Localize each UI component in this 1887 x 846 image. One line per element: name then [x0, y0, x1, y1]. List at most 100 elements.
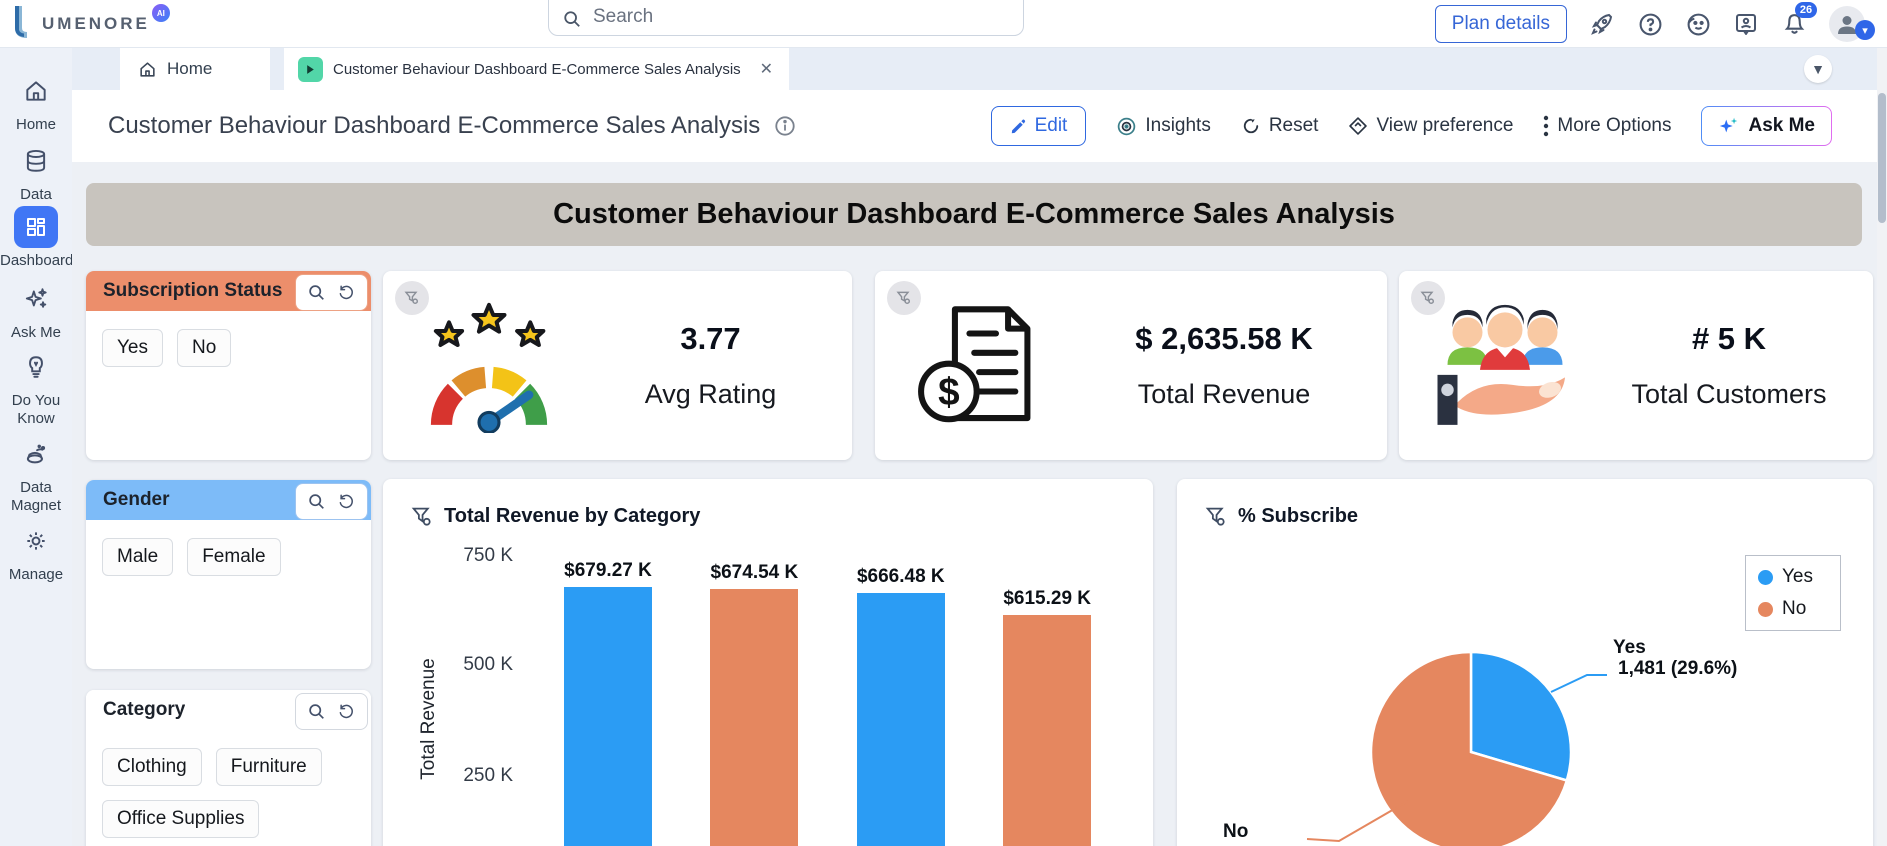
pie-legend: Yes No — [1745, 555, 1841, 631]
filter-search-icon[interactable] — [308, 493, 325, 510]
kpi-label: Avg Rating — [644, 379, 777, 409]
bar-3[interactable] — [1003, 615, 1092, 846]
pencil-icon — [1011, 118, 1025, 133]
y-tick: 750 K — [463, 545, 513, 566]
reset-icon — [1243, 118, 1258, 134]
legend-dot-no — [1758, 601, 1773, 617]
chart-title: Total Revenue by Category — [444, 505, 701, 527]
home-tab-label: Home — [167, 59, 213, 78]
legend-item-yes[interactable]: Yes — [1758, 566, 1828, 588]
home-tab-icon — [140, 61, 155, 77]
plan-details-button[interactable]: Plan details — [1434, 5, 1567, 43]
funnel-icon — [404, 291, 418, 304]
filter-option-male[interactable]: Male — [102, 538, 174, 576]
filter-option-yes[interactable]: Yes — [102, 329, 163, 367]
ask-me-button[interactable]: Ask Me — [1701, 106, 1832, 146]
edit-button[interactable]: Edit — [990, 106, 1087, 146]
chevron-down-icon: ▼ — [1811, 61, 1825, 77]
customers-icon — [1425, 298, 1585, 433]
sidebar-item-dashboard[interactable]: Dashboard — [0, 206, 72, 270]
insights-button[interactable]: Insights — [1116, 115, 1211, 137]
filter-option-office-supplies[interactable]: Office Supplies — [102, 800, 260, 838]
notifications-bell-icon[interactable]: 26 — [1781, 2, 1817, 37]
tab-dashboard-active[interactable]: Customer Behaviour Dashboard E-Commerce … — [284, 48, 789, 90]
bar-1[interactable] — [710, 589, 799, 846]
bar-value-label: $674.54 K — [710, 562, 799, 584]
bar-value-label: $666.48 K — [856, 565, 945, 587]
filter-reset-icon[interactable] — [337, 703, 355, 721]
filter-tools — [295, 483, 368, 520]
tab-close-icon[interactable]: ✕ — [759, 61, 773, 78]
filter-reset-icon[interactable] — [337, 284, 355, 302]
sidebar-item-manage[interactable]: Manage — [0, 520, 72, 584]
sidebar-item-ask-me[interactable]: Ask Me — [0, 278, 72, 342]
sidebar-item-data-magnet[interactable]: Data Magnet — [0, 433, 72, 515]
legend-item-no[interactable]: No — [1758, 598, 1828, 620]
dashboard-icon — [14, 206, 58, 248]
pie-callout-no: No — [1223, 821, 1249, 842]
gear-icon — [14, 520, 58, 562]
sidebar-item-data[interactable]: Data — [0, 140, 72, 204]
scrollbar-thumb[interactable] — [1878, 93, 1886, 223]
kpi-value: 3.77 — [680, 321, 741, 356]
filter-search-icon[interactable] — [308, 703, 325, 720]
feedback-icon[interactable] — [1733, 11, 1759, 37]
y-tick: 500 K — [463, 654, 513, 675]
search-input[interactable] — [593, 6, 973, 28]
lumenore-logo[interactable]: UMENORE AI — [12, 4, 170, 38]
dashboard-canvas: Customer Behaviour Dashboard E-Commerce … — [72, 162, 1887, 846]
kpi-filter-badge[interactable] — [1411, 281, 1445, 315]
filter-option-no[interactable]: No — [177, 329, 232, 367]
chart-filter-funnel-icon[interactable] — [411, 506, 432, 527]
kpi-card-avg-rating: 3.77 Avg Rating — [383, 271, 852, 460]
lumenore-logo-icon — [15, 6, 27, 38]
filter-option-furniture[interactable]: Furniture — [215, 748, 322, 786]
info-icon[interactable] — [774, 115, 796, 137]
filter-search-icon[interactable] — [308, 284, 325, 301]
filter-option-female[interactable]: Female — [187, 538, 281, 576]
kpi-filter-badge[interactable] — [395, 281, 429, 315]
chart-filter-funnel-icon[interactable] — [1205, 506, 1226, 527]
page-title: Customer Behaviour Dashboard E-Commerce … — [108, 112, 761, 139]
view-preference-button[interactable]: View preference — [1348, 115, 1513, 137]
pie-callout-yes: Yes 1,481 (29.6%) — [1613, 637, 1738, 679]
rocket-icon[interactable] — [1589, 11, 1615, 37]
chart-card-revenue-by-category: Total Revenue by Category Total Revenue … — [383, 479, 1153, 846]
ask-me-sparkle-icon — [1720, 117, 1738, 133]
chart-card-subscribe: % Subscribe Yes No Yes 1,481 — [1177, 479, 1873, 846]
kpi-value: $ 2,635.58 K — [1135, 321, 1313, 356]
kpi-filter-badge[interactable] — [887, 281, 921, 315]
support-bot-icon[interactable] — [1685, 11, 1711, 37]
help-icon[interactable] — [1637, 11, 1663, 37]
user-avatar[interactable]: ▾ — [1829, 6, 1875, 42]
sidebar-item-do-you-know[interactable]: Do You Know — [0, 346, 72, 428]
global-search[interactable] — [548, 0, 1024, 36]
rating-gauge-icon — [409, 298, 569, 433]
reset-button[interactable]: Reset — [1241, 115, 1318, 137]
pie-slice-yes[interactable] — [1469, 650, 1573, 783]
bar-2[interactable] — [856, 592, 945, 846]
svg-text:$: $ — [938, 371, 960, 414]
tab-bar: Home Customer Behaviour Dashboard E-Comm… — [72, 48, 1887, 90]
filter-title: Gender — [103, 489, 170, 510]
title-bar: Customer Behaviour Dashboard E-Commerce … — [72, 90, 1887, 162]
play-icon — [298, 56, 323, 82]
active-tab-label: Customer Behaviour Dashboard E-Commerce … — [333, 60, 741, 78]
bar-0[interactable] — [564, 587, 652, 846]
more-options-button[interactable]: More Options — [1543, 115, 1671, 137]
filter-reset-icon[interactable] — [337, 493, 355, 511]
filter-tools — [295, 274, 368, 311]
kpi-card-total-customers: # 5 K Total Customers — [1399, 271, 1873, 460]
lightbulb-icon — [14, 346, 58, 388]
chart-title: % Subscribe — [1238, 505, 1359, 527]
page-scrollbar[interactable] — [1877, 48, 1887, 846]
tab-home[interactable]: Home — [120, 48, 270, 90]
avatar-chevron-down-icon[interactable]: ▾ — [1855, 20, 1875, 40]
filter-option-clothing[interactable]: Clothing — [102, 748, 202, 786]
callout-leader-no — [1306, 800, 1409, 843]
dashboard-banner: Customer Behaviour Dashboard E-Commerce … — [86, 183, 1862, 246]
tabs-overflow-button[interactable]: ▼ — [1804, 55, 1832, 83]
data-magnet-icon — [14, 433, 58, 475]
sidebar-item-home[interactable]: Home — [0, 70, 72, 134]
view-preference-icon — [1349, 117, 1368, 135]
